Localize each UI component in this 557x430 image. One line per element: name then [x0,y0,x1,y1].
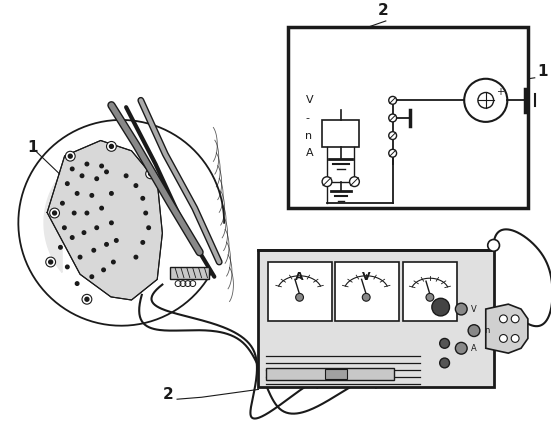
Circle shape [58,246,62,249]
Circle shape [65,151,75,161]
Circle shape [79,255,82,259]
Circle shape [50,208,60,218]
Bar [403,262,457,321]
Circle shape [48,260,52,264]
Circle shape [456,303,467,315]
Circle shape [134,255,138,259]
Circle shape [70,167,74,171]
Circle shape [105,170,108,174]
Circle shape [500,315,507,323]
Polygon shape [486,304,528,353]
Circle shape [149,172,153,176]
Circle shape [500,335,507,342]
Circle shape [511,315,519,323]
Circle shape [468,325,480,337]
Text: 2: 2 [378,3,389,18]
Text: A: A [295,272,304,282]
Circle shape [389,114,397,122]
Circle shape [389,96,397,104]
Circle shape [439,358,449,368]
Bar [322,120,359,147]
Circle shape [141,197,144,200]
Circle shape [105,243,108,246]
Circle shape [144,211,148,215]
Circle shape [488,240,500,251]
Circle shape [322,177,332,187]
Circle shape [456,342,467,354]
Text: A: A [471,344,477,353]
Text: V: V [362,272,370,282]
Circle shape [70,236,74,239]
Bar [170,267,209,279]
Circle shape [62,226,66,230]
Text: 2: 2 [163,387,173,402]
Circle shape [72,211,76,215]
Bar [325,369,346,379]
Circle shape [362,293,370,301]
Text: 1: 1 [27,140,38,155]
Circle shape [350,177,359,187]
Circle shape [75,282,79,286]
Text: n: n [484,326,489,335]
Circle shape [52,211,57,215]
Circle shape [115,239,118,242]
Circle shape [100,164,104,168]
Circle shape [66,182,69,185]
Circle shape [90,194,94,197]
Circle shape [147,226,150,230]
Circle shape [80,174,84,178]
Circle shape [85,211,89,215]
Circle shape [464,79,507,122]
Circle shape [426,293,434,301]
Circle shape [82,231,86,234]
Bar [335,262,399,321]
Circle shape [389,132,397,139]
Circle shape [85,162,89,166]
Polygon shape [47,141,163,300]
Circle shape [85,297,89,301]
Circle shape [134,184,138,187]
Bar [266,368,394,380]
Circle shape [106,141,116,151]
Circle shape [110,192,113,195]
Circle shape [75,192,79,195]
Circle shape [111,260,115,264]
Circle shape [61,202,64,205]
Circle shape [102,268,105,272]
Circle shape [389,149,397,157]
Bar [268,262,332,321]
Text: 1: 1 [538,64,548,79]
Circle shape [432,298,449,316]
Circle shape [66,265,69,269]
Circle shape [90,275,94,279]
Text: V: V [305,95,313,105]
Circle shape [95,226,99,230]
Text: V: V [471,304,477,313]
Circle shape [110,221,113,224]
Polygon shape [44,173,62,273]
Circle shape [439,338,449,348]
Circle shape [124,174,128,178]
Text: A: A [305,148,313,158]
Circle shape [82,295,92,304]
Circle shape [92,249,96,252]
Circle shape [296,293,304,301]
Text: +: + [496,87,504,98]
Bar [258,250,494,387]
Circle shape [110,144,114,148]
Circle shape [46,257,56,267]
Bar [288,27,528,208]
Circle shape [146,169,155,179]
Circle shape [95,177,99,181]
Circle shape [69,154,72,158]
Circle shape [511,335,519,342]
Text: n: n [305,131,312,141]
Text: -: - [305,113,310,123]
Circle shape [100,206,104,210]
Circle shape [141,241,144,244]
